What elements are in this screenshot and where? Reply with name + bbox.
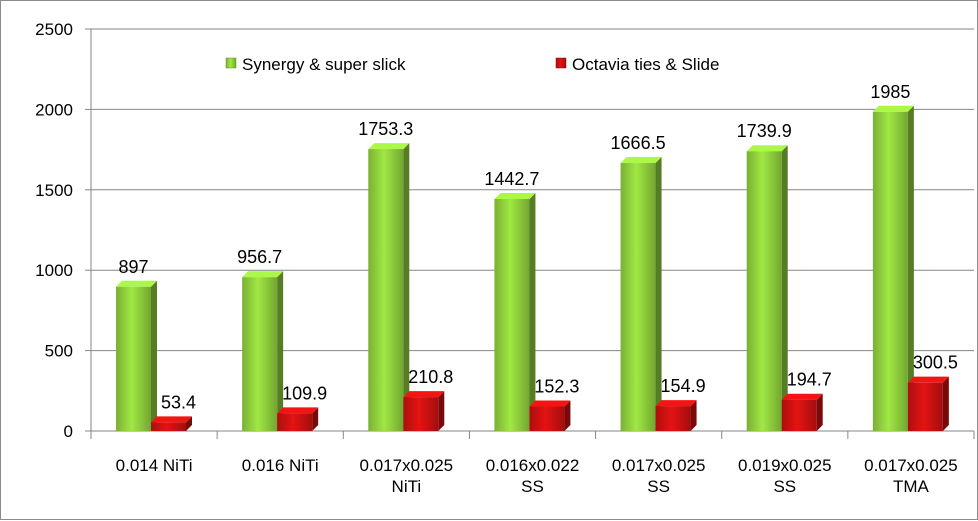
x-tick-label: 0.016x0.022 <box>486 456 580 475</box>
category-axis: 0.014 NiTi 0.016 NiTi 0.017x0.025 NiTi 0.016… <box>90 431 975 496</box>
x-tick-label: SS <box>647 477 670 496</box>
bar-side <box>438 391 445 431</box>
data-label: 1666.5 <box>611 133 666 153</box>
x-tick-label: SS <box>521 477 544 496</box>
bar-side <box>564 400 571 431</box>
bar <box>781 399 817 431</box>
y-tick-label: 1000 <box>35 261 73 280</box>
bar-side <box>529 193 536 431</box>
data-label: 152.3 <box>534 377 579 397</box>
bar-side <box>655 157 662 431</box>
x-tick-label: 0.014 NiTi <box>116 456 193 475</box>
data-label: 154.9 <box>661 376 706 396</box>
bar-side <box>151 280 157 431</box>
data-label: 53.4 <box>161 392 196 412</box>
bar-side <box>186 416 192 431</box>
bar <box>277 413 313 431</box>
x-tick-label: 0.016 NiTi <box>242 456 319 475</box>
bar <box>151 422 186 431</box>
gridlines: 0 500 1000 1500 2000 2500 <box>35 20 974 441</box>
y-tick-label: 2000 <box>35 100 73 119</box>
data-label: 1442.7 <box>484 169 539 189</box>
bar <box>907 382 943 431</box>
data-label: 897 <box>118 257 148 277</box>
x-tick-label: 0.017x0.025 <box>864 456 958 475</box>
bar <box>242 277 278 431</box>
bar-top <box>494 193 536 200</box>
bar-side <box>907 105 914 431</box>
bar-top <box>368 143 410 150</box>
bar-top <box>529 400 571 407</box>
bar-top <box>403 391 445 398</box>
data-label: 1739.9 <box>737 121 792 141</box>
bars <box>116 105 949 432</box>
x-tick-label: 0.017x0.025 <box>612 456 706 475</box>
data-label: 1753.3 <box>358 119 413 139</box>
legend-label: Octavia ties & Slide <box>572 55 719 74</box>
bar <box>746 151 782 432</box>
bar-side <box>312 407 319 431</box>
data-label: 1985 <box>870 82 910 102</box>
bar <box>529 406 565 431</box>
bar <box>116 286 151 431</box>
bar-top <box>116 280 157 287</box>
x-tick-label: 0.019x0.025 <box>738 456 832 475</box>
x-tick-label: TMA <box>893 477 930 496</box>
bar-side <box>403 143 410 431</box>
bar-side <box>277 271 284 431</box>
data-label: 109.9 <box>282 383 327 403</box>
legend-label: Synergy & super slick <box>242 55 406 74</box>
bar <box>403 397 439 431</box>
legend-swatch <box>555 57 567 69</box>
bar <box>494 199 530 431</box>
bar-top <box>907 376 949 383</box>
y-tick-label: 0 <box>64 422 73 441</box>
y-tick-label: 2500 <box>35 20 73 39</box>
bar-top <box>620 157 662 164</box>
data-label: 210.8 <box>408 367 453 387</box>
data-label: 300.5 <box>913 353 958 373</box>
legend: Synergy & super slick Octavia ties & Slid… <box>225 55 719 74</box>
bar-side <box>781 145 788 432</box>
bar-side <box>690 400 697 431</box>
bar-top <box>242 271 284 278</box>
bar-top <box>277 407 319 414</box>
bar-top <box>781 393 823 400</box>
data-label: 956.7 <box>237 247 282 267</box>
bar <box>655 406 691 431</box>
data-labels: 897 53.4 956.7 109.9 1753.3 210.8 1442.7 152.3 1… <box>118 82 957 413</box>
bar-side <box>816 393 823 431</box>
bar-top <box>746 145 788 152</box>
bar <box>620 163 656 431</box>
bar-side <box>942 376 949 431</box>
x-tick-label: NiTi <box>392 477 422 496</box>
data-label: 194.7 <box>787 370 832 390</box>
y-tick-label: 1500 <box>35 181 73 200</box>
bar <box>872 111 908 431</box>
x-tick-label: SS <box>773 477 796 496</box>
y-tick-label: 500 <box>45 342 73 361</box>
bar-top <box>655 400 697 407</box>
bar <box>368 149 404 431</box>
bar-top <box>151 416 192 423</box>
bar-top <box>872 105 914 112</box>
legend-swatch <box>225 57 237 69</box>
x-tick-label: 0.017x0.025 <box>360 456 454 475</box>
